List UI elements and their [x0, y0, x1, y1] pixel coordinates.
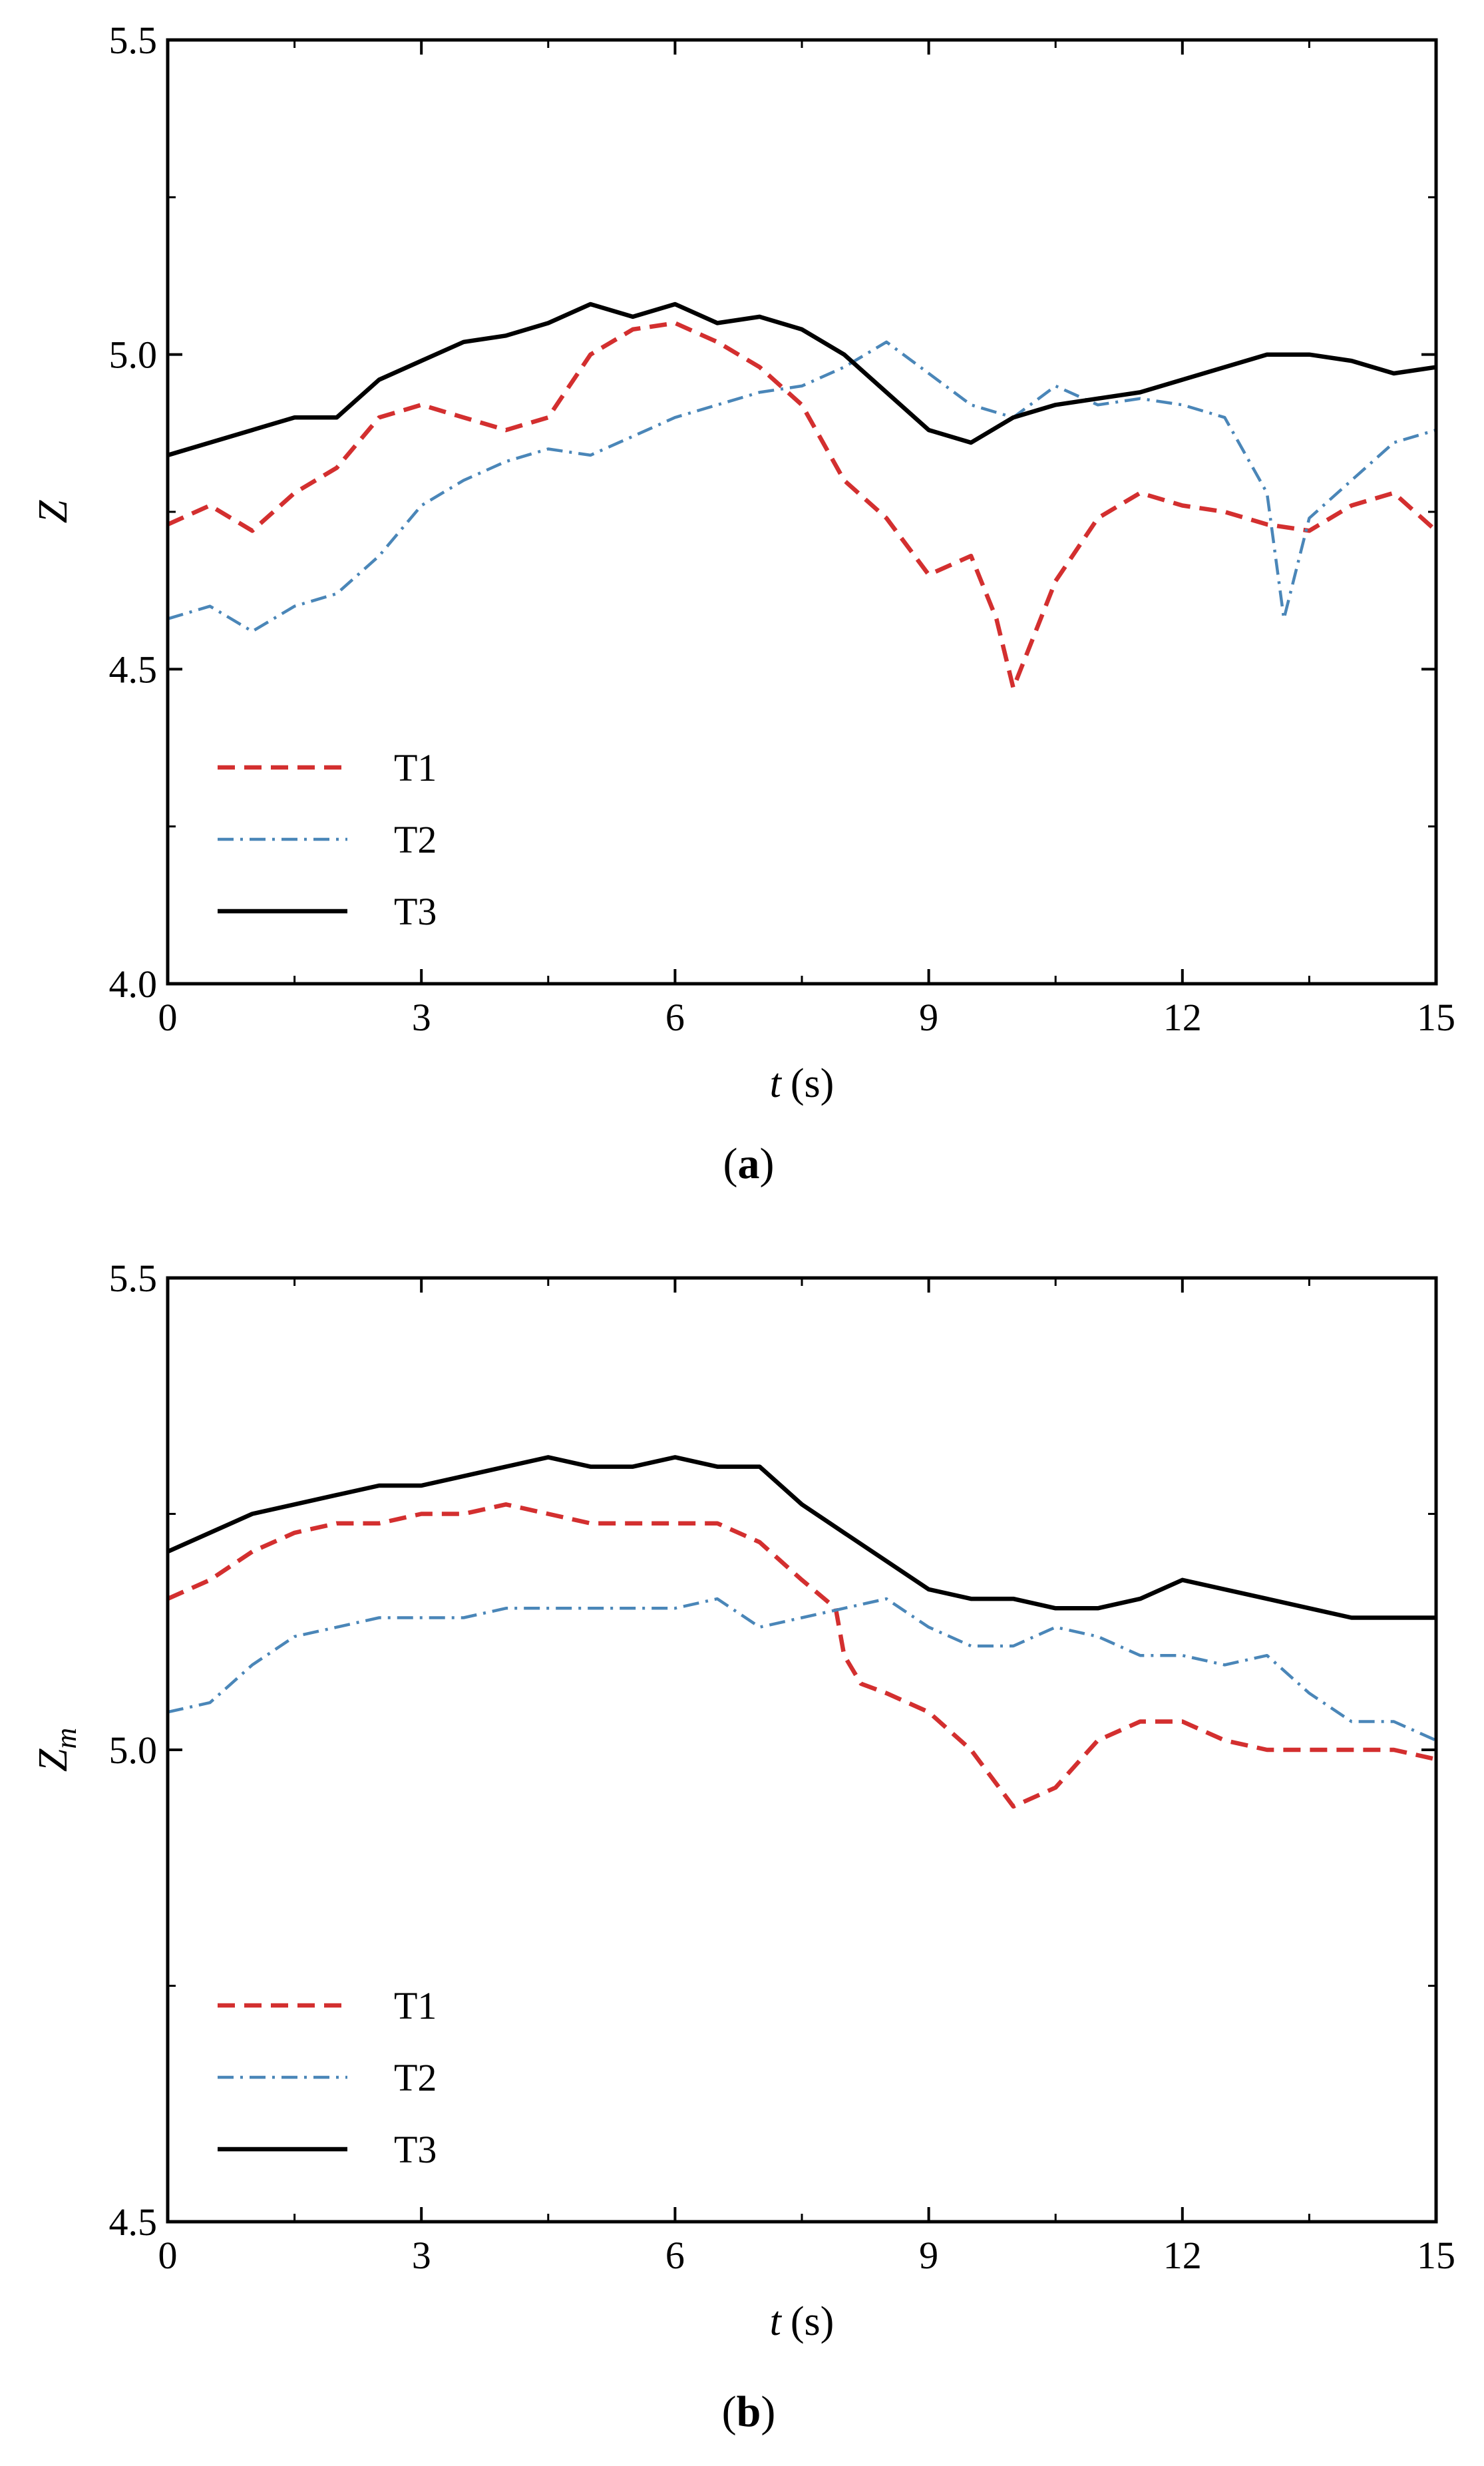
x-tick-label: 3 [412, 2234, 431, 2277]
panel-letter: a [738, 1139, 760, 1188]
y-axis-label: Zm [31, 1728, 83, 1772]
plot-frame [166, 38, 1438, 986]
x-axis-label: t (s) [770, 2299, 835, 2344]
legend-label-t1: T1 [394, 746, 437, 789]
y-axis-subscript: m [50, 1728, 83, 1749]
x-tick-label: 6 [665, 2234, 685, 2277]
y-axis: 4.5 5.0 5.5 [109, 1257, 1436, 2244]
legend-label-t2: T2 [394, 2056, 437, 2099]
x-axis-variable: t [770, 1061, 783, 1106]
y-tick-label: 5.5 [109, 19, 158, 62]
y-tick-label: 4.5 [109, 2200, 158, 2244]
y-axis-variable: Z [31, 1748, 76, 1772]
series-line-t2 [168, 1597, 1436, 1742]
x-tick-label: 0 [158, 996, 178, 1039]
y-tick-label: 5.0 [109, 1729, 158, 1772]
series-line-t2 [168, 340, 1436, 633]
x-tick-label: 6 [665, 996, 685, 1039]
panel-paren: ( [722, 2387, 737, 2436]
legend-label-t1: T1 [394, 1984, 437, 2027]
x-tick-label: 0 [158, 2234, 178, 2277]
panel-paren: ) [761, 2387, 775, 2436]
panel-label: (a) [723, 1139, 775, 1188]
x-tick-label: 15 [1417, 996, 1455, 1039]
panel-b: 0 3 6 9 12 15 4.5 5.0 5.5 t (s) Zm T1 T2 T3 (b) [31, 1257, 1455, 2436]
x-tick-label: 9 [919, 2234, 938, 2277]
series-group [168, 1455, 1436, 1809]
x-axis-unit: (s) [791, 2299, 834, 2344]
panel-letter: b [737, 2387, 761, 2436]
x-axis-label: t (s) [770, 1061, 835, 1106]
panel-label: (b) [722, 2387, 776, 2436]
y-axis-label: Z [31, 500, 76, 523]
x-tick-label: 12 [1163, 996, 1202, 1039]
y-axis: 4.0 4.5 5.0 5.5 [109, 19, 1436, 1006]
x-tick-label: 12 [1163, 2234, 1202, 2277]
legend: T1 T2 T3 [218, 1984, 437, 2171]
x-tick-label: 3 [412, 996, 431, 1039]
x-axis-variable: t [770, 2299, 783, 2344]
series-line-t1 [168, 1502, 1436, 1809]
legend-label-t3: T3 [394, 2128, 437, 2171]
x-axis: 0 3 6 9 12 15 [158, 40, 1455, 1039]
x-tick-label: 15 [1417, 2234, 1455, 2277]
legend-label-t3: T3 [394, 890, 437, 933]
panel-paren: ( [723, 1139, 738, 1188]
series-line-t3 [168, 1455, 1436, 1620]
x-tick-label: 9 [919, 996, 938, 1039]
series-group [168, 302, 1436, 690]
y-tick-label: 4.0 [109, 962, 158, 1006]
y-axis-variable: Z [31, 500, 76, 523]
plot-frame [166, 1276, 1438, 2224]
y-tick-label: 5.5 [109, 1257, 158, 1300]
series-line-t1 [168, 321, 1436, 690]
series-line-t3 [168, 302, 1436, 458]
x-axis: 0 3 6 9 12 15 [158, 1278, 1455, 2277]
panel-a: 0 3 6 9 12 15 4.0 4.5 5.0 5.5 t (s) Z T1 T2 T3 (a) [31, 19, 1455, 1188]
panel-paren: ) [760, 1139, 775, 1188]
x-axis-unit: (s) [791, 1061, 834, 1106]
y-tick-label: 4.5 [109, 648, 158, 691]
y-tick-label: 5.0 [109, 333, 158, 377]
legend: T1 T2 T3 [218, 746, 437, 933]
legend-label-t2: T2 [394, 818, 437, 861]
